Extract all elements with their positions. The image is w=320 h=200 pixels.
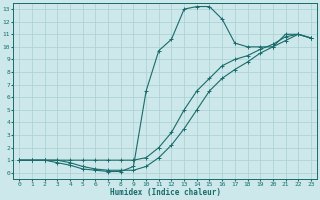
X-axis label: Humidex (Indice chaleur): Humidex (Indice chaleur) (110, 188, 220, 197)
